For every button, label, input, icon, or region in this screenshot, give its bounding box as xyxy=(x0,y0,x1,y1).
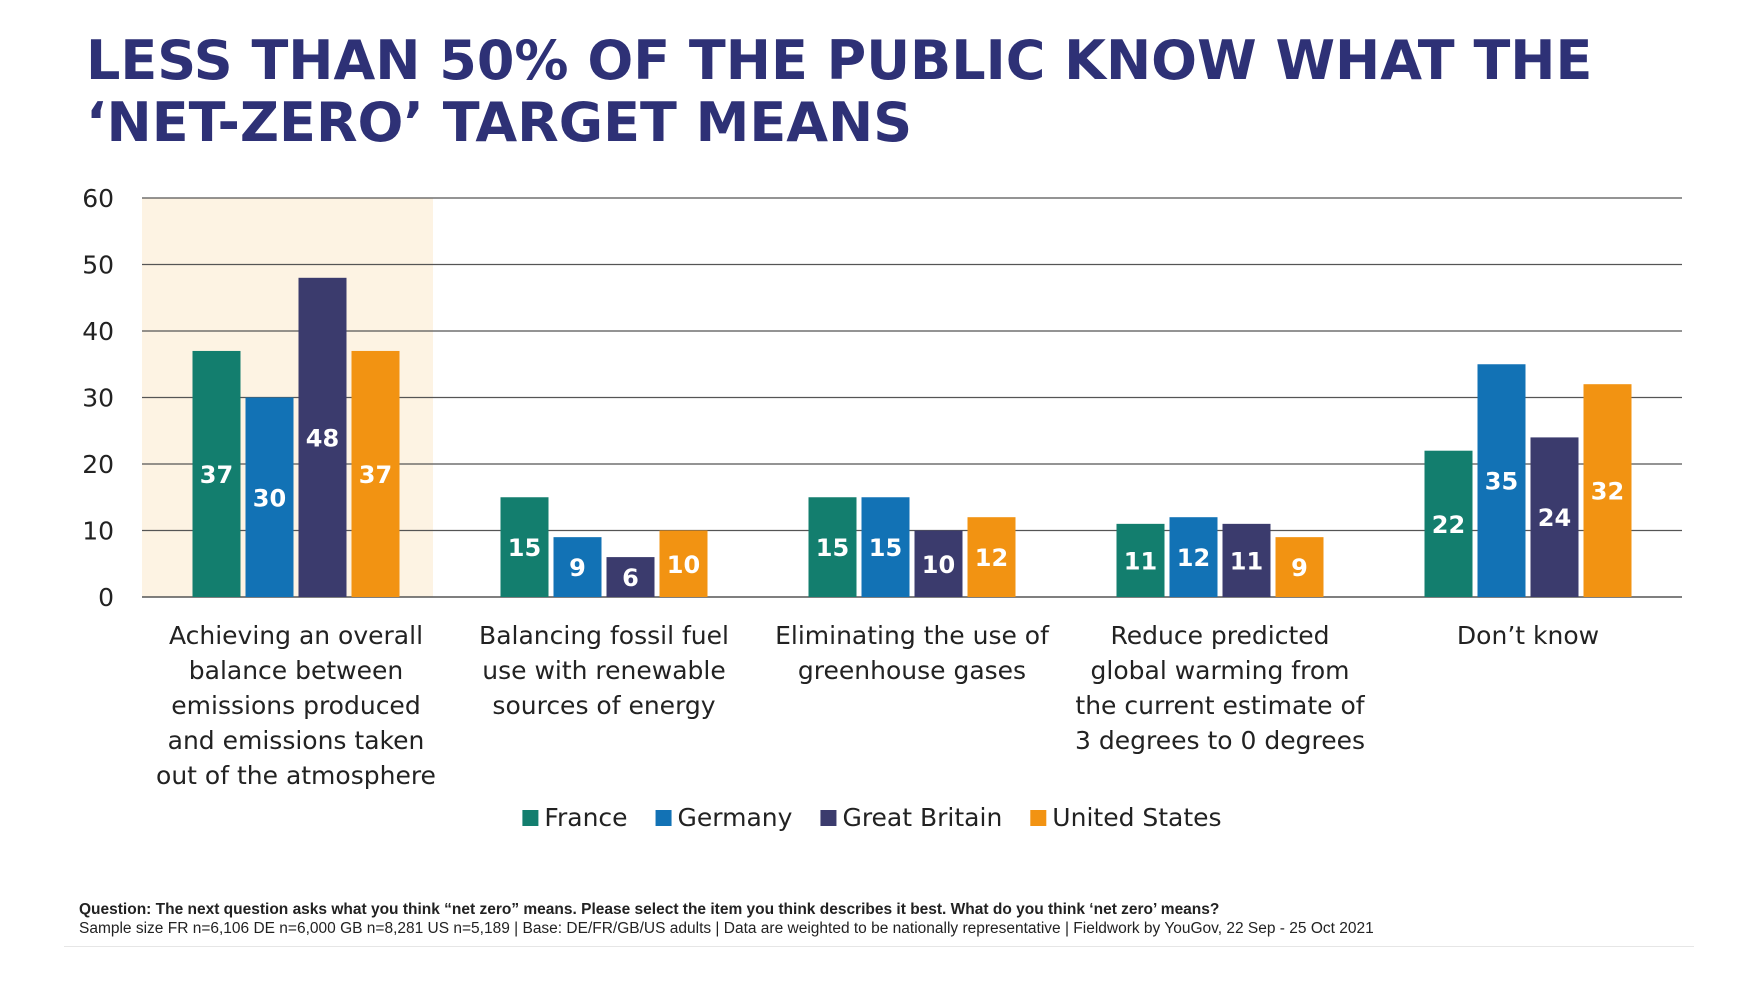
bar-great-britain-4 xyxy=(1530,437,1579,597)
data-label-great-britain-3: 11 xyxy=(1230,547,1263,575)
legend-label-france: France xyxy=(544,803,627,832)
bar-great-britain-2 xyxy=(914,530,963,597)
bar-united-states-0 xyxy=(351,350,400,597)
bar-france-4 xyxy=(1424,450,1473,597)
x-category-label-1-line-2: sources of energy xyxy=(492,691,715,720)
data-label-united-states-3: 9 xyxy=(1291,554,1308,582)
data-label-germany-1: 9 xyxy=(569,554,586,582)
x-category-label-0-line-0: Achieving an overall xyxy=(169,621,423,650)
x-category-label-0-line-4: out of the atmosphere xyxy=(156,761,436,790)
data-label-united-states-4: 32 xyxy=(1591,478,1624,506)
bar-germany-1 xyxy=(553,537,602,597)
x-category-label-3-line-0: Reduce predicted xyxy=(1110,621,1329,650)
chart-title-line-1: LESS THAN 50% OF THE PUBLIC KNOW WHAT TH… xyxy=(86,29,1593,92)
legend-swatch-united-states xyxy=(1030,810,1047,826)
data-label-germany-3: 12 xyxy=(1177,544,1210,572)
bar-germany-4 xyxy=(1477,364,1526,597)
y-tick-label-20: 20 xyxy=(82,450,114,479)
x-category-label-2-line-1: greenhouse gases xyxy=(798,656,1026,685)
x-category-label-3-line-3: 3 degrees to 0 degrees xyxy=(1075,726,1365,755)
bar-chart: 0 10 20 30 40 50 60 37 30 48 37 Achieving an overal… xyxy=(82,184,1682,832)
bar-great-britain-3 xyxy=(1222,523,1271,597)
footer-divider xyxy=(64,946,1694,947)
x-category-label-2-line-0: Eliminating the use of xyxy=(775,621,1050,650)
legend-swatch-germany xyxy=(655,810,672,826)
x-category-label-0-line-1: balance between xyxy=(189,656,403,685)
x-category-label-3-line-1: global warming from xyxy=(1091,656,1350,685)
data-label-germany-4: 35 xyxy=(1485,468,1518,496)
legend-label-great-britain: Great Britain xyxy=(842,803,1002,832)
bar-united-states-1 xyxy=(659,530,708,597)
bar-germany-3 xyxy=(1169,517,1218,597)
data-label-germany-0: 30 xyxy=(253,484,286,512)
y-tick-label-60: 60 xyxy=(82,184,114,213)
data-label-great-britain-4: 24 xyxy=(1538,504,1571,532)
legend-label-germany: Germany xyxy=(678,803,793,832)
data-label-france-4: 22 xyxy=(1432,511,1465,539)
legend-label-united-states: United States xyxy=(1052,803,1221,832)
footer-question: Question: The next question asks what yo… xyxy=(79,901,1220,918)
legend-swatch-great-britain xyxy=(820,810,837,826)
bar-great-britain-0 xyxy=(298,277,347,597)
y-tick-label-40: 40 xyxy=(82,317,114,346)
data-label-france-1: 15 xyxy=(508,534,541,562)
bar-france-1 xyxy=(500,497,549,597)
bar-united-states-3 xyxy=(1275,537,1324,597)
data-label-united-states-2: 12 xyxy=(975,544,1008,572)
bar-france-2 xyxy=(808,497,857,597)
data-label-united-states-0: 37 xyxy=(359,461,392,489)
x-category-label-4-line-0: Don’t know xyxy=(1457,621,1599,650)
data-label-great-britain-2: 10 xyxy=(922,551,955,579)
bar-great-britain-1 xyxy=(606,557,655,597)
data-label-france-0: 37 xyxy=(200,461,233,489)
data-label-germany-2: 15 xyxy=(869,534,902,562)
x-category-label-3-line-2: the current estimate of xyxy=(1075,691,1365,720)
bar-france-0 xyxy=(192,350,241,597)
chart-title-line-2: ‘NET-ZERO’ TARGET MEANS xyxy=(86,91,913,154)
data-label-great-britain-0: 48 xyxy=(306,424,339,452)
bar-united-states-4 xyxy=(1583,384,1632,597)
data-label-united-states-1: 10 xyxy=(667,551,700,579)
y-tick-label-0: 0 xyxy=(98,583,114,612)
chart-footer: Question: The next question asks what yo… xyxy=(79,900,1699,938)
data-label-great-britain-1: 6 xyxy=(622,564,639,592)
bar-united-states-2 xyxy=(967,517,1016,597)
data-label-france-2: 15 xyxy=(816,534,849,562)
bar-germany-0 xyxy=(245,397,294,597)
bar-france-3 xyxy=(1116,523,1165,597)
legend-swatch-france xyxy=(522,810,539,826)
data-label-france-3: 11 xyxy=(1124,547,1157,575)
x-category-label-1-line-1: use with renewable xyxy=(482,656,725,685)
y-tick-label-10: 10 xyxy=(82,517,114,546)
x-category-label-0-line-2: emissions produced xyxy=(171,691,420,720)
y-tick-label-50: 50 xyxy=(82,251,114,280)
footer-sample-info: Sample size FR n=6,106 DE n=6,000 GB n=8… xyxy=(79,920,1374,937)
x-category-label-0-line-3: and emissions taken xyxy=(168,726,425,755)
chart-title: LESS THAN 50% OF THE PUBLIC KNOW WHAT TH… xyxy=(86,30,1686,154)
bar-germany-2 xyxy=(861,497,910,597)
y-tick-label-30: 30 xyxy=(82,384,114,413)
x-category-label-1-line-0: Balancing fossil fuel xyxy=(479,621,729,650)
